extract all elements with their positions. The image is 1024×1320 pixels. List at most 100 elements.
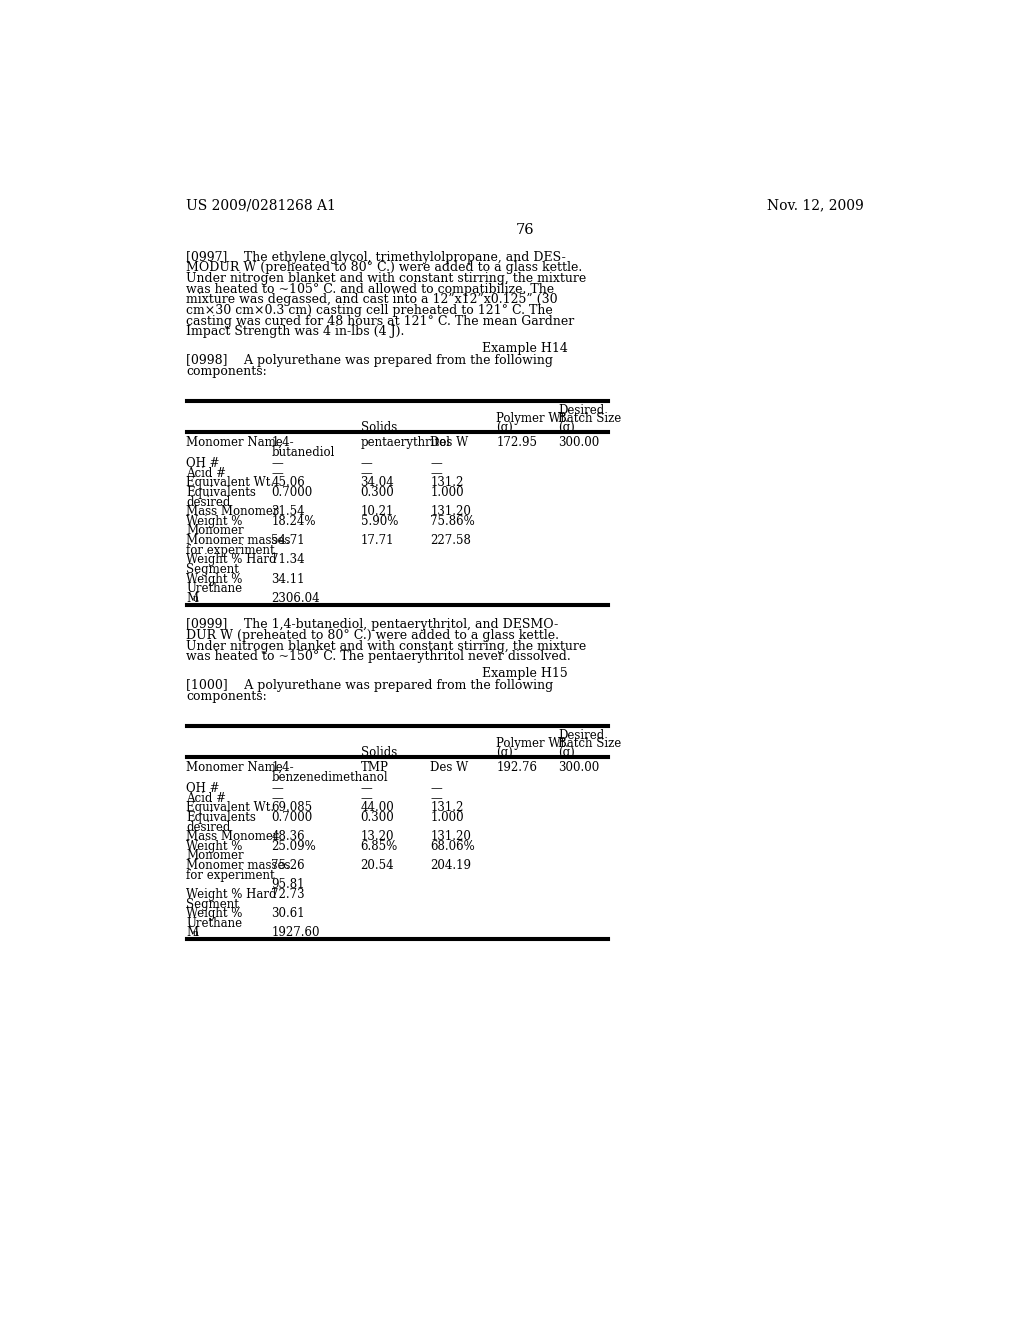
Text: 54.71: 54.71	[271, 535, 305, 546]
Text: M: M	[186, 591, 199, 605]
Text: 13.20: 13.20	[360, 830, 394, 843]
Text: [1000]  A polyurethane was prepared from the following: [1000] A polyurethane was prepared from …	[186, 680, 553, 692]
Text: Mass Monomer: Mass Monomer	[186, 830, 279, 843]
Text: Batch Size: Batch Size	[558, 412, 622, 425]
Text: OH #: OH #	[186, 457, 219, 470]
Text: Solids: Solids	[360, 746, 396, 759]
Text: components:: components:	[186, 364, 267, 378]
Text: Monomer masses: Monomer masses	[186, 859, 291, 873]
Text: —: —	[360, 457, 373, 470]
Text: —: —	[360, 792, 373, 805]
Text: 0.7000: 0.7000	[271, 810, 312, 824]
Text: 204.19: 204.19	[430, 859, 471, 873]
Text: Monomer: Monomer	[186, 849, 244, 862]
Text: 31.54: 31.54	[271, 506, 305, 519]
Text: (g): (g)	[496, 421, 513, 434]
Text: 34.11: 34.11	[271, 573, 305, 586]
Text: Weight %: Weight %	[186, 907, 243, 920]
Text: Des W: Des W	[430, 436, 469, 449]
Text: for experiment: for experiment	[186, 869, 274, 882]
Text: 5.90%: 5.90%	[360, 515, 398, 528]
Text: Example H14: Example H14	[482, 342, 567, 355]
Text: 6.85%: 6.85%	[360, 840, 397, 853]
Text: Nov. 12, 2009: Nov. 12, 2009	[767, 198, 863, 213]
Text: benzenedimethanol: benzenedimethanol	[271, 771, 388, 784]
Text: Acid #: Acid #	[186, 792, 226, 805]
Text: 68.06%: 68.06%	[430, 840, 475, 853]
Text: pentaerythritol: pentaerythritol	[360, 436, 451, 449]
Text: 18.24%: 18.24%	[271, 515, 315, 528]
Text: 1.000: 1.000	[430, 486, 464, 499]
Text: 0.300: 0.300	[360, 486, 394, 499]
Text: Equivalent Wt.: Equivalent Wt.	[186, 801, 274, 814]
Text: 20.54: 20.54	[360, 859, 394, 873]
Text: for experiment: for experiment	[186, 544, 274, 557]
Text: US 2009/0281268 A1: US 2009/0281268 A1	[186, 198, 336, 213]
Text: —: —	[360, 781, 373, 795]
Text: 300.00: 300.00	[558, 762, 599, 775]
Text: —: —	[430, 792, 442, 805]
Text: Segment: Segment	[186, 898, 239, 911]
Text: 0.7000: 0.7000	[271, 486, 312, 499]
Text: (g): (g)	[496, 746, 513, 759]
Text: Under nitrogen blanket and with constant stirring, the mixture: Under nitrogen blanket and with constant…	[186, 272, 587, 285]
Text: Mass Monomer: Mass Monomer	[186, 506, 279, 519]
Text: DUR W (preheated to 80° C.) were added to a glass kettle.: DUR W (preheated to 80° C.) were added t…	[186, 628, 559, 642]
Text: Batch Size: Batch Size	[558, 738, 622, 750]
Text: Weight % Hard: Weight % Hard	[186, 888, 276, 900]
Text: (g): (g)	[558, 421, 574, 434]
Text: desired: desired	[186, 821, 230, 833]
Text: Polymer Wt.: Polymer Wt.	[496, 738, 569, 750]
Text: Solids: Solids	[360, 421, 396, 434]
Text: Monomer: Monomer	[186, 524, 244, 537]
Text: M: M	[186, 927, 199, 940]
Text: 131.20: 131.20	[430, 506, 471, 519]
Text: —: —	[271, 467, 283, 479]
Text: Weight %: Weight %	[186, 515, 243, 528]
Text: 45.06: 45.06	[271, 477, 305, 490]
Text: [0997]  The ethylene glycol, trimethylolpropane, and DES-: [0997] The ethylene glycol, trimethylolp…	[186, 251, 566, 264]
Text: Monomer masses: Monomer masses	[186, 535, 291, 546]
Text: Urethane: Urethane	[186, 582, 243, 595]
Text: Segment: Segment	[186, 562, 239, 576]
Text: —: —	[271, 457, 283, 470]
Text: Weight %: Weight %	[186, 573, 243, 586]
Text: 95.81: 95.81	[271, 878, 305, 891]
Text: OH #: OH #	[186, 781, 219, 795]
Text: —: —	[430, 467, 442, 479]
Text: —: —	[360, 467, 373, 479]
Text: Under nitrogen blanket and with constant stirring, the mixture: Under nitrogen blanket and with constant…	[186, 640, 587, 652]
Text: Acid #: Acid #	[186, 467, 226, 479]
Text: was heated to ~105° C. and allowed to compatibilize. The: was heated to ~105° C. and allowed to co…	[186, 282, 554, 296]
Text: 71.34: 71.34	[271, 553, 305, 566]
Text: was heated to ~150° C. The pentaerythritol never dissolved.: was heated to ~150° C. The pentaerythrit…	[186, 651, 570, 663]
Text: Desired: Desired	[558, 729, 604, 742]
Text: 30.61: 30.61	[271, 907, 305, 920]
Text: 1,4-: 1,4-	[271, 762, 294, 775]
Text: desired: desired	[186, 495, 230, 508]
Text: Desired: Desired	[558, 404, 604, 417]
Text: Impact Strength was 4 in-lbs (4 J).: Impact Strength was 4 in-lbs (4 J).	[186, 325, 404, 338]
Text: 1927.60: 1927.60	[271, 927, 319, 940]
Text: [0998]  A polyurethane was prepared from the following: [0998] A polyurethane was prepared from …	[186, 354, 553, 367]
Text: cm×30 cm×0.3 cm) casting cell preheated to 121° C. The: cm×30 cm×0.3 cm) casting cell preheated …	[186, 304, 553, 317]
Text: 131.20: 131.20	[430, 830, 471, 843]
Text: —: —	[271, 792, 283, 805]
Text: 10.21: 10.21	[360, 506, 394, 519]
Text: TMP: TMP	[360, 762, 388, 775]
Text: 2306.04: 2306.04	[271, 591, 319, 605]
Text: 192.76: 192.76	[496, 762, 538, 775]
Text: 300.00: 300.00	[558, 436, 599, 449]
Text: casting was cured for 48 hours at 121° C. The mean Gardner: casting was cured for 48 hours at 121° C…	[186, 314, 574, 327]
Text: (g): (g)	[558, 746, 574, 759]
Text: Equivalents: Equivalents	[186, 810, 256, 824]
Text: 172.95: 172.95	[496, 436, 538, 449]
Text: Urethane: Urethane	[186, 917, 243, 929]
Text: 131.2: 131.2	[430, 477, 464, 490]
Text: Equivalents: Equivalents	[186, 486, 256, 499]
Text: Weight %: Weight %	[186, 840, 243, 853]
Text: Weight % Hard: Weight % Hard	[186, 553, 276, 566]
Text: —: —	[430, 457, 442, 470]
Text: 48.36: 48.36	[271, 830, 305, 843]
Text: 1,4-: 1,4-	[271, 436, 294, 449]
